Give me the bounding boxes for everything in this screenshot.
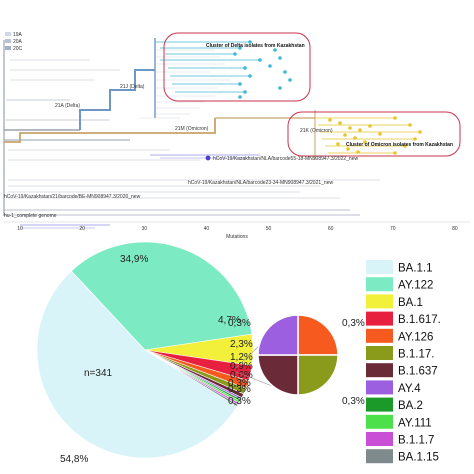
delta-cluster-box bbox=[163, 32, 311, 102]
sub-pie-slice-AY-4 bbox=[257, 314, 299, 356]
sub-pie-slice-AY-126 bbox=[297, 314, 339, 356]
tree-x-ticks: 10 20 30 40 50 60 70 80 bbox=[17, 226, 458, 232]
clade-label-21m-omicron: 21M (Omicron) bbox=[175, 126, 209, 132]
legend-label-9: AY.111 bbox=[398, 417, 432, 429]
delta-cluster-annotation: Cluster of Delta isolates from Kazakhsta… bbox=[206, 43, 305, 49]
sub-pie-value-label-0: 0,3% bbox=[342, 318, 365, 329]
other-lineage bbox=[20, 154, 260, 229]
legend-label-1: AY.122 bbox=[398, 280, 433, 292]
legend-swatch-19a bbox=[5, 32, 11, 36]
pie-value-label-1: 34,9% bbox=[120, 254, 148, 265]
sample-label-2020: hCoV-19/Kazakhstan/21/barcode/BE-MN90894… bbox=[4, 194, 141, 200]
pie-n-label: n=341 bbox=[84, 368, 113, 379]
phylogenetic-tree: 19A 20A 20C bbox=[3, 32, 470, 240]
tree-x-tick-3: 40 bbox=[204, 226, 210, 232]
tree-legend: 19A 20A 20C bbox=[5, 32, 23, 52]
sub-pie-chart: 0,3%0,3%0,3%0,3% bbox=[228, 314, 365, 407]
pie-legend: BA.1.1 AY.122 BA.1 B.1.617. AY.126 B.1.17. B.1… bbox=[366, 260, 441, 464]
tree-x-tick-1: 20 bbox=[79, 226, 85, 232]
legend-label-7: AY.4 bbox=[398, 383, 421, 395]
sub-pie-slice-B-1-17 bbox=[297, 354, 339, 396]
omicron-lineage bbox=[4, 110, 461, 160]
clade-label-21j-delta: 21J (Delta) bbox=[120, 84, 145, 90]
pie-value-label-7: 0,3% bbox=[228, 378, 251, 389]
omicron-cluster-annotation: Cluster of Omicron isolates from Kazakhs… bbox=[346, 142, 453, 148]
legend-label-19a: 19A bbox=[13, 32, 23, 38]
legend-swatch-7 bbox=[366, 380, 393, 395]
pie-slice-BA-1-15 bbox=[144, 349, 239, 407]
main-pie-chart: 54,8%34,9%4,7%2,3%1,2%0,9%0,6%0,3%0,3%n=… bbox=[36, 241, 254, 465]
sub-pie-slice-B-1-637 bbox=[257, 354, 299, 396]
legend-label-10: B.1.1.7 bbox=[398, 435, 434, 447]
legend-swatch-8 bbox=[366, 397, 393, 412]
tree-x-axis-label: Mutations bbox=[226, 234, 248, 240]
legend-label-3: B.1.617. bbox=[398, 314, 441, 326]
legend-label-0: BA.1.1 bbox=[398, 263, 433, 275]
legend-swatch-1 bbox=[366, 277, 393, 292]
tree-x-tick-7: 80 bbox=[452, 226, 458, 232]
legend-label-8: BA.2 bbox=[398, 400, 423, 412]
legend-swatch-11 bbox=[366, 449, 393, 464]
pie-value-label-5: 0,9% bbox=[230, 361, 253, 372]
legend-label-2: BA.1 bbox=[398, 297, 423, 309]
legend-swatch-0 bbox=[366, 260, 393, 274]
legend-swatch-10 bbox=[366, 432, 393, 446]
legend-swatch-20a bbox=[5, 39, 11, 43]
legend-label-4: AY.126 bbox=[398, 331, 433, 343]
sub-pie-value-label-3: 0,3% bbox=[228, 318, 251, 329]
tree-x-tick-6: 70 bbox=[390, 226, 396, 232]
clade-label-21a-delta: 21A (Delta) bbox=[55, 103, 80, 109]
clade-label-21k-omicron: 21K (Omicron) bbox=[300, 128, 333, 134]
pie-value-label-2: 4,7% bbox=[218, 315, 241, 326]
tree-x-tick-5: 60 bbox=[328, 226, 334, 232]
pie-value-label-3: 2,3% bbox=[230, 339, 253, 350]
pie-value-label-4: 1,2% bbox=[230, 352, 253, 363]
pie-slice-AY-122 bbox=[70, 241, 253, 351]
base-branches bbox=[3, 40, 380, 216]
legend-label-5: B.1.17. bbox=[398, 349, 434, 361]
legend-label-6: B.1.637 bbox=[398, 366, 438, 378]
sample-label-reference: hu-1_complete genome bbox=[4, 213, 57, 219]
legend-label-20c: 20C bbox=[13, 46, 23, 52]
pie-value-label-8: 0,3% bbox=[228, 384, 251, 395]
legend-label-20a: 20A bbox=[13, 39, 23, 45]
legend-swatch-6 bbox=[366, 363, 393, 378]
sample-marker-2022 bbox=[205, 155, 211, 161]
tree-x-tick-4: 50 bbox=[266, 226, 272, 232]
pie-value-label-6: 0,6% bbox=[230, 370, 253, 381]
legend-swatch-5 bbox=[366, 346, 393, 360]
legend-swatch-2 bbox=[366, 294, 393, 309]
omicron-cluster-box bbox=[287, 111, 461, 157]
sub-pie-value-label-2: 0,3% bbox=[228, 396, 251, 407]
pie-value-label-0: 54,8% bbox=[60, 454, 88, 465]
sub-pie-value-label-1: 0,3% bbox=[342, 396, 365, 407]
sample-label-2021: hCoV-19/Kazakhstan/NLA/barcode23-34-MN90… bbox=[188, 180, 333, 186]
tree-x-tick-2: 30 bbox=[141, 226, 147, 232]
sample-label-2022: hCoV-19/Kazakhstan/NLA/barcode55-18-MN90… bbox=[213, 156, 358, 162]
legend-swatch-4 bbox=[366, 328, 393, 343]
tree-x-tick-0: 10 bbox=[17, 226, 23, 232]
pie-slice-BA-1-1 bbox=[36, 270, 238, 459]
legend-label-11: BA.1.15 bbox=[398, 452, 439, 464]
legend-swatch-9 bbox=[366, 414, 393, 429]
legend-swatch-3 bbox=[366, 311, 393, 326]
legend-swatch-20c bbox=[5, 46, 11, 50]
delta-lineage bbox=[79, 32, 311, 130]
